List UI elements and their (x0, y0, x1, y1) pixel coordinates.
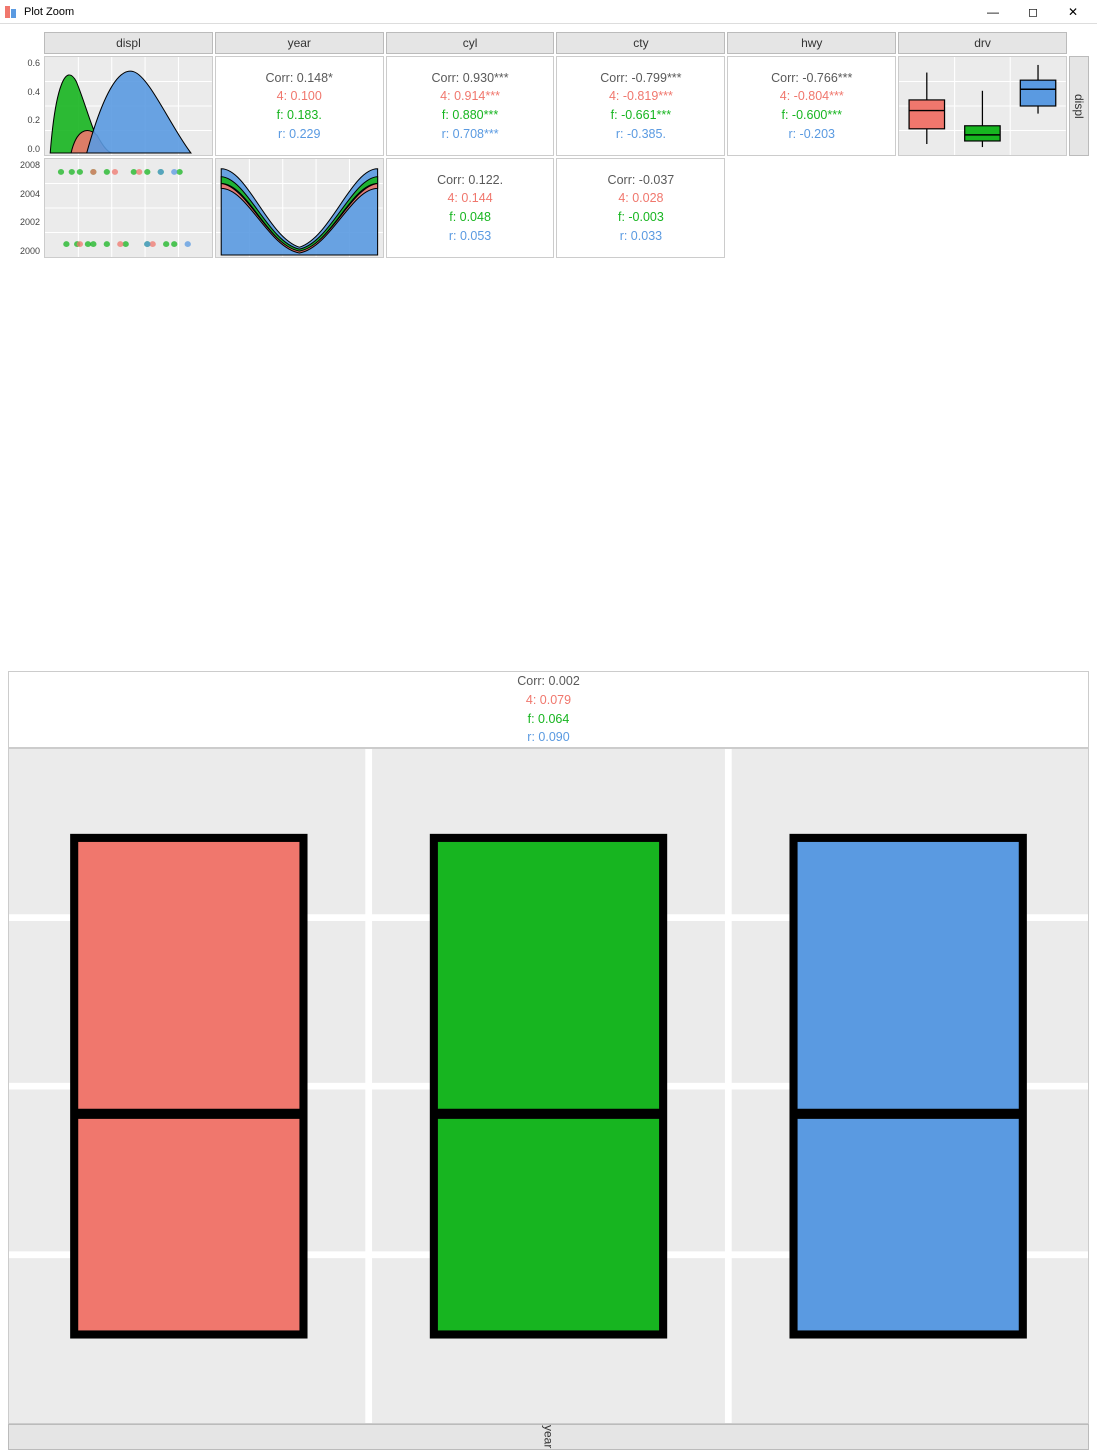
pairs-matrix: displ year cyl cty hwy drv 0.60.40.20.0 … (8, 32, 1089, 671)
app-icon (4, 5, 18, 19)
close-button[interactable]: ✕ (1053, 1, 1093, 23)
row-header-displ: displ (1069, 56, 1089, 156)
plot-area: displ year cyl cty hwy drv 0.60.40.20.0 … (0, 24, 1097, 1450)
col-header-cyl: cyl (386, 32, 555, 54)
panel-box-displ-drv (898, 56, 1067, 156)
maximize-button[interactable]: ◻ (1013, 1, 1053, 23)
window-title: Plot Zoom (24, 6, 74, 18)
yaxis-year: 2008200420022000 (8, 158, 42, 258)
col-header-drv: drv (898, 32, 1067, 54)
panel-displ-density (44, 56, 213, 156)
panel-year-density (215, 158, 384, 258)
panel-corr-displ-cyl: Corr: 0.930***4: 0.914***f: 0.880***r: 0… (386, 56, 555, 156)
minimize-button[interactable]: — (973, 1, 1013, 23)
row-header-year: year (8, 1424, 1089, 1449)
panel-scatter-year-displ (44, 158, 213, 258)
col-header-hwy: hwy (727, 32, 896, 54)
panel-corr-displ-hwy: Corr: -0.766***4: -0.804***f: -0.600***r… (727, 56, 896, 156)
panel-corr-year-hwy: Corr: 0.0024: 0.079f: 0.064r: 0.090 (8, 671, 1089, 748)
col-header-displ: displ (44, 32, 213, 54)
panel-corr-year-cty: Corr: -0.0374: 0.028f: -0.003r: 0.033 (556, 158, 725, 258)
panel-corr-displ-cty: Corr: -0.799***4: -0.819***f: -0.661***r… (556, 56, 725, 156)
panel-corr-displ-year: Corr: 0.148*4: 0.100f: 0.183.r: 0.229 (215, 56, 384, 156)
window-titlebar: Plot Zoom — ◻ ✕ (0, 0, 1097, 24)
yaxis-displ: 0.60.40.20.0 (8, 56, 42, 156)
panel-box-year-drv (8, 748, 1089, 1424)
panel-corr-year-cyl: Corr: 0.122.4: 0.144f: 0.048r: 0.053 (386, 158, 555, 258)
col-header-cty: cty (556, 32, 725, 54)
col-header-year: year (215, 32, 384, 54)
